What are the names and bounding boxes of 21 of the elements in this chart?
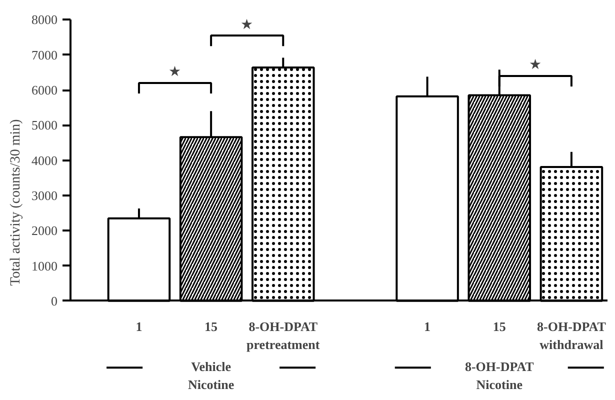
- y-tick-label: 5000: [32, 118, 58, 133]
- x-tick-label: 1: [136, 318, 142, 334]
- y-tick-label: 8000: [32, 12, 58, 28]
- x-tick-label: 8-OH-DPAT withdrawal: [537, 318, 606, 352]
- y-tick-label: 0: [51, 293, 58, 308]
- annotation: ★: [528, 58, 542, 74]
- y-tick-label: 6000: [32, 82, 58, 98]
- text: 8-OH-DPAT Nicotine: [464, 358, 534, 392]
- annotation: ★: [168, 65, 182, 80]
- y-tick-label: 2000: [32, 223, 58, 238]
- x-tick-label: 15: [492, 318, 506, 334]
- y-axis-title: Total activity (counts/30 min): [8, 118, 24, 286]
- y-tick-label: 3000: [32, 188, 58, 203]
- x-tick-label: 8-OH-DPAT pretreatment: [246, 318, 320, 352]
- x-tick-label: 1: [424, 318, 431, 334]
- text: Vehicle Nicotine: [188, 358, 234, 392]
- y-tick-label: 7000: [32, 47, 58, 62]
- x-tick-label: 15: [204, 318, 218, 334]
- y-tick-label: 1000: [32, 258, 58, 274]
- y-tick-label: 4000: [32, 152, 58, 168]
- annotation: ★: [240, 18, 254, 33]
